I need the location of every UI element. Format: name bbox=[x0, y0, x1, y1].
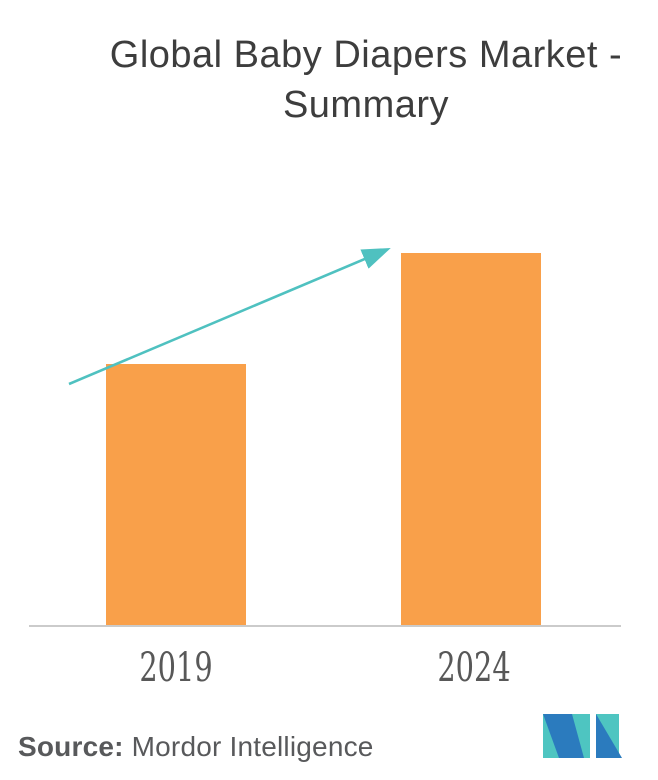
source-text: Mordor Intelligence bbox=[123, 731, 374, 762]
bar-2019 bbox=[106, 364, 246, 625]
page-title-line2: Summary bbox=[282, 84, 450, 126]
bar-2024 bbox=[401, 253, 541, 625]
x-axis-line bbox=[29, 625, 621, 627]
page-title: Global Baby Diapers Market - Summary bbox=[37, 30, 658, 130]
axis-label-2019: 2019 bbox=[139, 645, 213, 691]
page-title-line1: Global Baby Diapers Market - bbox=[109, 34, 623, 76]
source-attribution: Source: Mordor Intelligence bbox=[18, 731, 374, 763]
axis-label-2024: 2024 bbox=[437, 645, 511, 691]
source-label: Source: bbox=[18, 731, 124, 762]
mordor-intelligence-logo-icon bbox=[543, 714, 622, 758]
